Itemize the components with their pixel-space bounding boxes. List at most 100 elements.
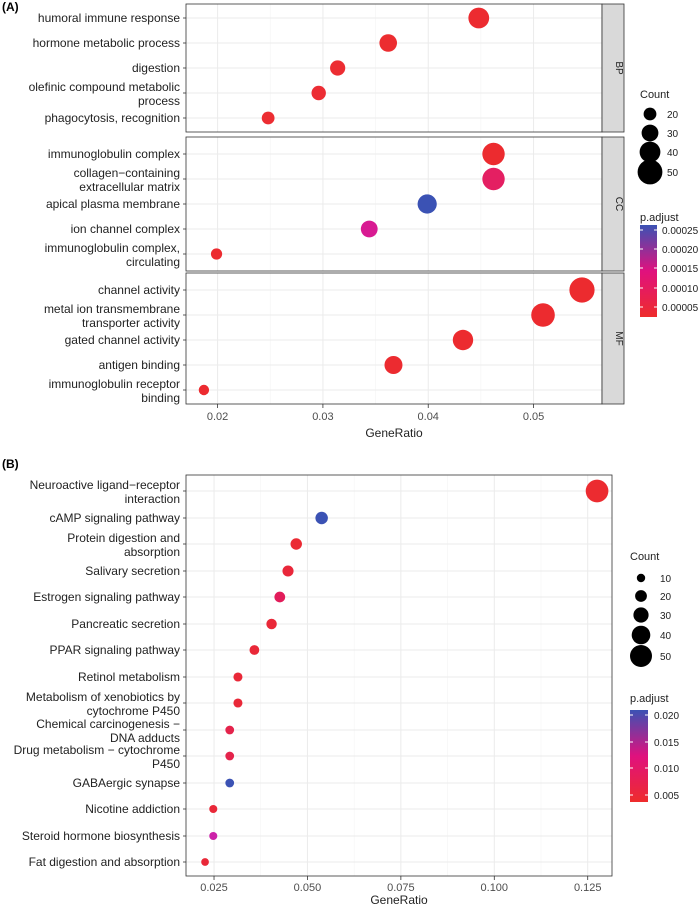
data-point [315,511,328,525]
data-point [360,220,378,238]
colorbar-label: 0.00020 [662,245,699,256]
term-label: extracellular matrix [79,180,180,194]
term-label: Protein digestion and [67,531,180,545]
colorbar-label: 0.005 [654,791,679,802]
term-label: collagen−containing [74,166,180,180]
term-label: phagocytosis, recognition [45,111,180,125]
panel-b-tag: (B) [2,457,19,471]
term-label: channel activity [98,283,180,297]
data-point [311,85,326,101]
term-label: binding [141,391,180,405]
facet-strip-label: BP [613,61,624,75]
data-point [210,248,223,260]
term-label: ion channel complex [71,222,180,236]
data-point [379,34,398,52]
term-label: Chemical carcinogenesis − [36,717,180,731]
facet-strip [601,3,625,133]
term-label: DNA adducts [110,731,180,745]
data-point [209,831,218,841]
legend-title: Count [640,89,669,101]
term-label: absorption [124,545,180,559]
legend-size-label: 20 [667,110,679,121]
legend-size-key [636,573,646,583]
term-label: cytochrome P450 [87,704,181,718]
facet-strip-label: CC [613,197,624,211]
term-label: P450 [152,757,180,771]
term-label: antigen binding [99,358,180,372]
colorbar-label: 0.020 [654,711,679,722]
term-label: immunoglobulin receptor [49,377,180,391]
x-tick-label: 0.075 [387,882,415,894]
term-label: Salivary secretion [85,564,180,578]
colorbar [630,710,648,802]
legend-size-label: 20 [660,592,672,603]
term-label: olefinic compound metabolic [29,80,180,94]
colorbar-label: 0.00015 [662,264,699,275]
legend-size-key [630,645,652,667]
term-label: circulating [126,255,180,269]
legend-size-key [641,124,659,142]
term-label: humoral immune response [38,11,180,25]
term-label: immunoglobulin complex [48,147,180,161]
term-label: gated channel activity [65,333,180,347]
data-point [468,7,490,29]
x-tick-label: 0.02 [207,411,228,423]
term-label: Neuroactive ligand−receptor [30,478,180,492]
data-point [569,277,595,303]
legend-size-label: 50 [667,168,679,179]
legend-size-label: 50 [660,652,672,663]
x-tick-label: 0.100 [481,882,509,894]
colorbar-label: 0.015 [654,738,679,749]
legend-size-key [631,625,651,645]
facet-mf: MF channel activity metal ion transmembran… [44,272,625,405]
data-point [225,778,235,788]
legend-count: Count 20 30 40 50 [637,89,679,185]
term-label: process [138,94,180,108]
term-label: immunoglobulin complex, [45,241,180,255]
x-tick-label: 0.025 [200,882,228,894]
x-axis: 0.02 0.03 0.04 0.05 GeneRatio [207,404,544,440]
x-axis: 0.025 0.050 0.075 0.100 0.125 GeneRatio [200,876,601,907]
x-tick-label: 0.050 [294,882,322,894]
term-label: transporter activity [82,316,180,330]
data-point [198,384,210,396]
x-axis-title: GeneRatio [365,426,423,440]
facet-strip [601,272,625,405]
legend-size-label: 30 [667,129,679,140]
x-axis-title: GeneRatio [370,893,428,907]
data-point [233,672,243,682]
data-point [482,142,505,166]
term-label: metal ion transmembrane [44,302,180,316]
panel-a-dotplot: BP humoral immune response hormone metabol… [29,3,699,440]
legend-size-label: 10 [660,574,672,585]
data-point [225,751,235,761]
data-point [233,698,243,708]
data-point [282,565,294,577]
x-tick-label: 0.04 [418,411,439,423]
legend-size-key [635,590,647,602]
x-tick-label: 0.03 [312,411,333,423]
data-point [452,329,474,351]
term-label: Pancreatic secretion [71,617,180,631]
term-label: Drug metabolism − cytochrome [14,743,181,757]
data-point [417,194,437,214]
panel-a-tag: (A) [2,0,19,14]
term-label: PPAR signaling pathway [49,643,180,657]
legend-size-label: 40 [660,631,672,642]
term-label: Fat digestion and absorption [29,855,180,869]
facet-background [186,273,602,404]
x-tick-label: 0.125 [574,882,602,894]
term-label: Metabolism of xenobiotics by [26,690,180,704]
term-label: hormone metabolic process [33,36,180,50]
legend-padjust: p.adjust 0.00025 0.00020 0.00015 0.00010 0.00… [640,212,699,317]
legend-size-key [637,159,663,185]
data-point [290,538,302,550]
colorbar [640,225,657,317]
data-point [531,303,555,327]
facet-bp: BP humoral immune response hormone metabol… [29,3,625,133]
data-point [585,479,609,503]
term-label: Estrogen signaling pathway [33,590,180,604]
colorbar-label: 0.00005 [662,303,699,314]
